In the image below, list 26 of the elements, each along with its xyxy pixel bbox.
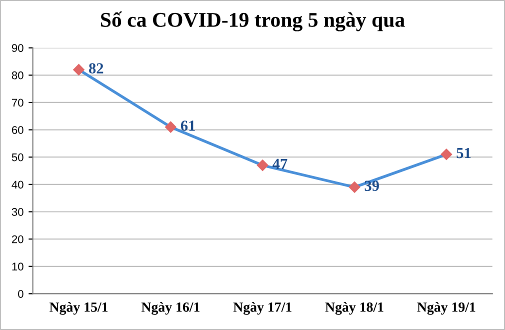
data-label: 39 [364, 180, 379, 191]
data-label: 47 [272, 158, 288, 169]
data-label: 82 [89, 63, 104, 74]
x-tick-label: Ngày 16/1 [141, 302, 200, 315]
y-tick-label: 30 [12, 208, 24, 216]
y-tick-label: 80 [12, 71, 24, 80]
y-tick-label: 50 [12, 153, 24, 162]
y-tick-label: 10 [12, 262, 24, 271]
point [348, 182, 360, 193]
x-tick-label: Ngày 18/1 [325, 302, 384, 315]
point [440, 148, 452, 160]
x-tick-label: Ngày 15/1 [50, 302, 108, 315]
point [73, 64, 84, 76]
x-tick-label: Ngày 19/1 [417, 302, 476, 315]
data-label: 51 [456, 148, 471, 158]
point [256, 160, 268, 171]
y-tick-label: 20 [12, 235, 24, 244]
data-label: 61 [180, 120, 195, 131]
x-tick-label: Ngày 17/1 [233, 302, 292, 315]
chart-title: Số ca COVID-19 trong 5 ngày qua [101, 12, 405, 32]
y-tick-label: 90 [12, 44, 24, 52]
y-tick-label: 60 [12, 126, 24, 134]
y-tick-label: 0 [18, 290, 24, 298]
y-tick-label: 40 [12, 180, 24, 189]
y-tick-label: 70 [12, 98, 24, 107]
point [165, 121, 176, 133]
